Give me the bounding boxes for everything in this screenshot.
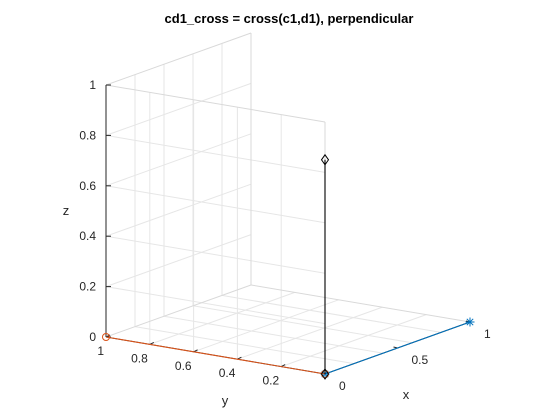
grid-line [281,314,427,368]
box-edge [105,32,252,86]
z-tick-label: 0.8 [79,128,96,142]
z-tick-label: 0.4 [79,229,96,243]
y-axis-label: y [222,393,229,408]
diamond-marker [320,153,330,166]
z-tick-label: 0 [89,330,96,344]
x-tick-label: 0 [339,379,346,393]
z-axis-label: z [63,203,70,218]
grid-line [163,315,384,354]
grid-line [221,294,442,333]
grid-line [149,291,295,345]
series-lines [102,153,475,380]
grid-line [105,183,252,237]
grid-line [237,306,383,360]
z-tick-label: 0.6 [79,179,96,193]
box-edge [250,284,471,323]
grid-line [105,286,326,325]
asterisk-marker [465,317,475,327]
z-tick-label: 0.2 [79,280,96,294]
grid-line [134,326,355,365]
diamond-marker [320,368,330,380]
series-line-0 [324,321,471,375]
grid [105,32,471,374]
circle-marker [102,333,110,341]
y-tick-label: 1 [97,344,104,358]
y-tick-label: 0.6 [175,359,192,373]
y-tick-label: 0.2 [263,374,280,388]
box-edge [105,84,326,123]
grid-line [105,185,326,224]
box-edge [105,284,252,338]
y-tick-label: 0.4 [219,366,236,380]
grid-line [105,234,252,288]
y-tick-label: 0.8 [131,351,148,365]
x-tick-label: 1 [484,327,491,341]
grid-line [105,133,252,187]
x-axis-label: x [403,387,410,402]
chart-title: cd1_cross = cross(c1,d1), perpendicular [165,11,414,26]
x-tick-label: 0.5 [412,353,429,367]
grid-line [105,235,326,274]
grid-line [105,134,326,173]
grid-line [193,299,339,353]
series-line-1 [105,336,326,375]
grid-line [105,82,252,136]
grid-line [192,305,413,344]
z-tick-label: 1 [89,78,96,92]
